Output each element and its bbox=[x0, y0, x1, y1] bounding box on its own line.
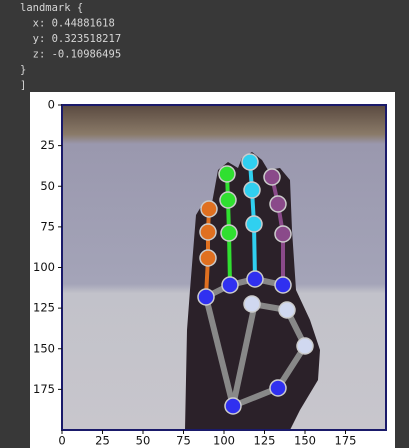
x-tick-label: 125 bbox=[254, 434, 276, 448]
console-text: landmark { x: 0.44881618 y: 0.323518217 … bbox=[20, 2, 121, 92]
console-line: landmark { bbox=[20, 2, 83, 14]
y-tick-label: 50 bbox=[40, 179, 55, 193]
x-tick-label: 25 bbox=[95, 434, 110, 448]
x-tick-label: 150 bbox=[294, 434, 316, 448]
x-tick-label: 50 bbox=[136, 434, 151, 448]
y-tick-label: 175 bbox=[33, 382, 55, 396]
x-tick-label: 75 bbox=[176, 434, 191, 448]
console-line: z: -0.10986495 bbox=[20, 49, 121, 61]
image bbox=[61, 104, 387, 431]
y-tick-label: 125 bbox=[33, 301, 55, 315]
finger-connections bbox=[204, 161, 285, 298]
y-tick-label: 150 bbox=[33, 341, 55, 355]
console-line: } bbox=[20, 64, 26, 76]
x-tick-label: 0 bbox=[58, 434, 65, 448]
axes-ticks: 0 25 50 75 100 125 150 175 0 25 50 75 100 125 150 175 bbox=[33, 98, 356, 448]
y-tick-label: 25 bbox=[40, 138, 55, 152]
y-tick-label: 0 bbox=[48, 98, 55, 112]
x-tick-label: 175 bbox=[335, 434, 357, 448]
x-tick-label: 100 bbox=[213, 434, 235, 448]
console-line: ] bbox=[20, 80, 26, 92]
console-line: x: 0.44881618 bbox=[20, 18, 115, 30]
landmarks bbox=[197, 153, 314, 415]
y-tick-label: 100 bbox=[33, 260, 55, 274]
console-line: y: 0.323518217 bbox=[20, 33, 121, 45]
y-tick-label: 75 bbox=[40, 219, 55, 233]
